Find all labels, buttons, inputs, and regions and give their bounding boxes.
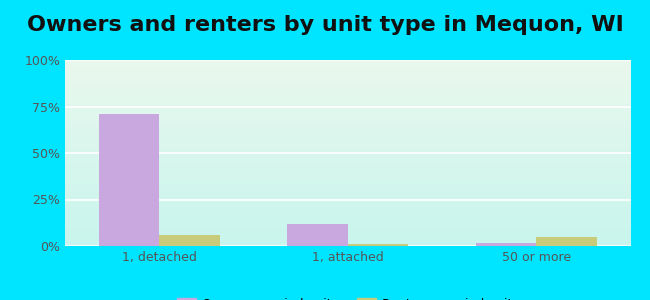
Bar: [99, 114, 159, 246]
Bar: [348, 244, 408, 246]
Bar: [536, 237, 597, 246]
Bar: [476, 243, 536, 246]
Bar: [287, 224, 348, 246]
Legend: Owner occupied units, Renter occupied units: Owner occupied units, Renter occupied un…: [172, 293, 524, 300]
Text: Owners and renters by unit type in Mequon, WI: Owners and renters by unit type in Mequo…: [27, 15, 623, 35]
Bar: [159, 235, 220, 246]
